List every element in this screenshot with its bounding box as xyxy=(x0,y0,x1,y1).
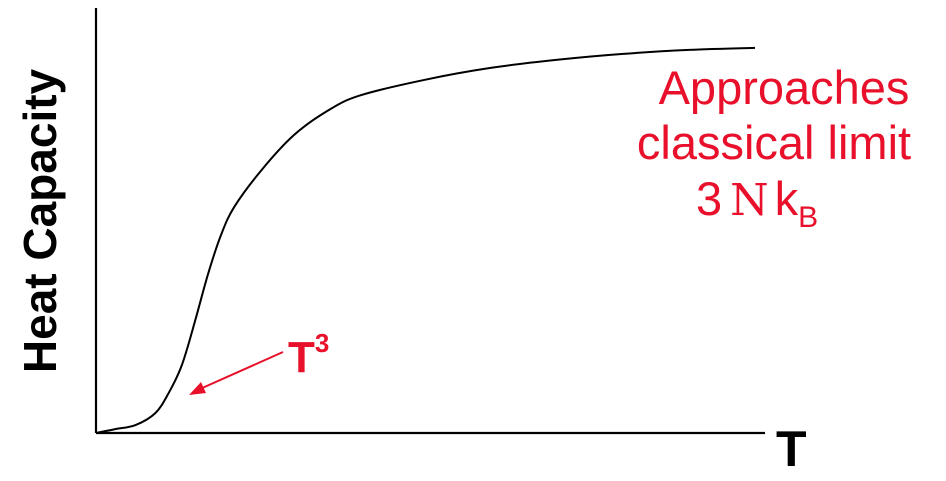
formula-number: 3 xyxy=(696,172,722,225)
t-cubed-arrow-head xyxy=(189,382,206,395)
y-axis-label: Heat Capacity xyxy=(14,68,66,373)
formula-k: k xyxy=(775,172,799,225)
heat-capacity-curve xyxy=(95,46,756,434)
t-cubed-exponent: 3 xyxy=(315,328,329,358)
t-cubed-label: T3 xyxy=(288,328,329,382)
t-cubed-main: T xyxy=(288,333,315,382)
t-cubed-arrow-line xyxy=(199,351,284,390)
formula-N: N xyxy=(730,175,769,226)
limit-line-2: classical limit xyxy=(637,116,911,169)
x-axis-label: T xyxy=(776,421,807,477)
limit-line-1: Approaches xyxy=(659,61,910,114)
formula-subscript: B xyxy=(798,201,818,234)
